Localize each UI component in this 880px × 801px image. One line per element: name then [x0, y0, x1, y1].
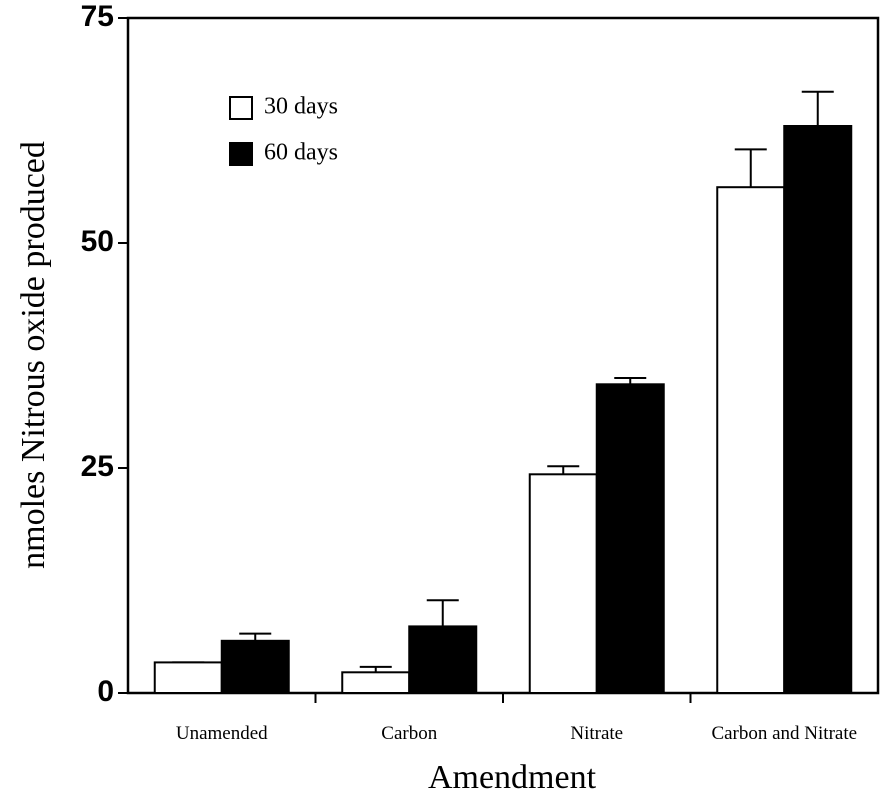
legend-label: 60 days	[264, 140, 338, 166]
y-axis-label: nmoles Nitrous oxide produced	[15, 141, 52, 569]
x-tick-label: Carbon	[381, 723, 437, 744]
legend-label: 30 days	[264, 94, 338, 120]
y-tick-label: 50	[81, 225, 114, 258]
bar	[408, 625, 478, 695]
y-tick-label: 0	[97, 675, 114, 708]
bar	[220, 639, 290, 694]
bar	[716, 186, 786, 694]
bar	[595, 383, 665, 694]
x-tick-label: Carbon and Nitrate	[711, 723, 857, 744]
y-tick-label: 25	[81, 450, 114, 483]
x-tick-label: Nitrate	[570, 723, 623, 744]
bar	[528, 473, 598, 694]
bar	[783, 125, 853, 694]
x-tick-label: Unamended	[176, 723, 268, 744]
legend-swatch	[229, 96, 253, 120]
legend-swatch	[229, 142, 253, 166]
bar	[341, 671, 411, 694]
y-tick-label: 75	[81, 0, 114, 33]
x-axis-label: Amendment	[428, 759, 597, 796]
bar	[153, 661, 223, 695]
